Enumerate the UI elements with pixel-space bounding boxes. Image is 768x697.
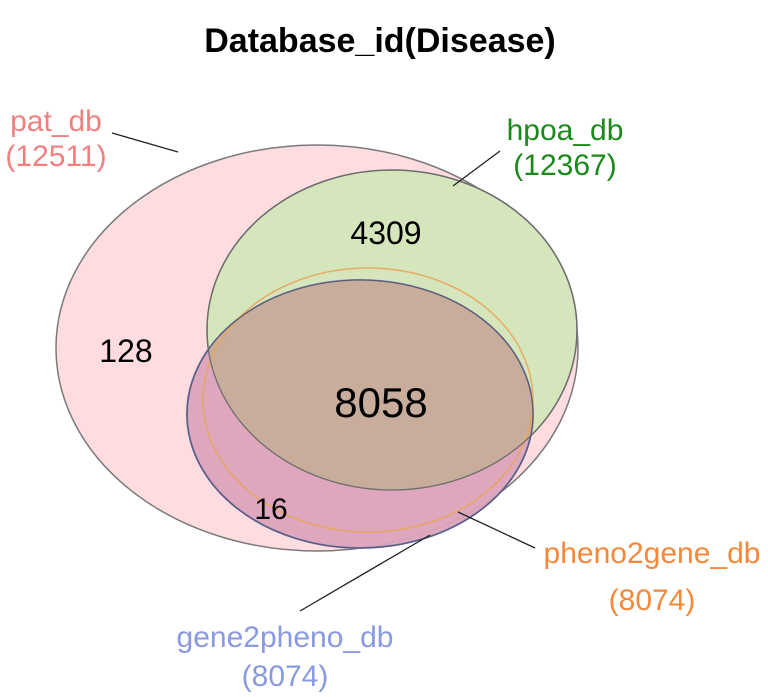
region-count-pat-gene-pheno: 16 — [254, 493, 287, 526]
gene2pheno-db-outline — [186, 279, 534, 549]
diagram-title: Database_id(Disease) — [204, 22, 556, 60]
gene2pheno-db-leader — [299, 534, 431, 612]
gene2pheno-db-size: (8074) — [242, 660, 329, 693]
hpoa-db-size: (12367) — [513, 149, 616, 182]
pat-db-label: pat_db — [10, 105, 102, 138]
pheno2gene-db-label: pheno2gene_db — [544, 537, 761, 570]
region-count-pat-hpoa: 4309 — [350, 215, 421, 251]
hpoa-db-label: hpoa_db — [507, 114, 624, 147]
hpoa-db-outline — [206, 169, 578, 491]
pheno2gene-db-size: (8074) — [609, 584, 696, 617]
pheno2gene-db-circle — [202, 267, 534, 533]
pat-db-leader — [111, 132, 179, 153]
hpoa-db-leader — [452, 150, 501, 187]
region-count-pat-only: 128 — [99, 333, 152, 369]
pat-db-size: (12511) — [5, 140, 106, 173]
region-count-all: 8058 — [334, 379, 427, 426]
pheno2gene-db-leader — [457, 511, 536, 549]
gene2pheno-db-label: gene2pheno_db — [177, 621, 394, 654]
